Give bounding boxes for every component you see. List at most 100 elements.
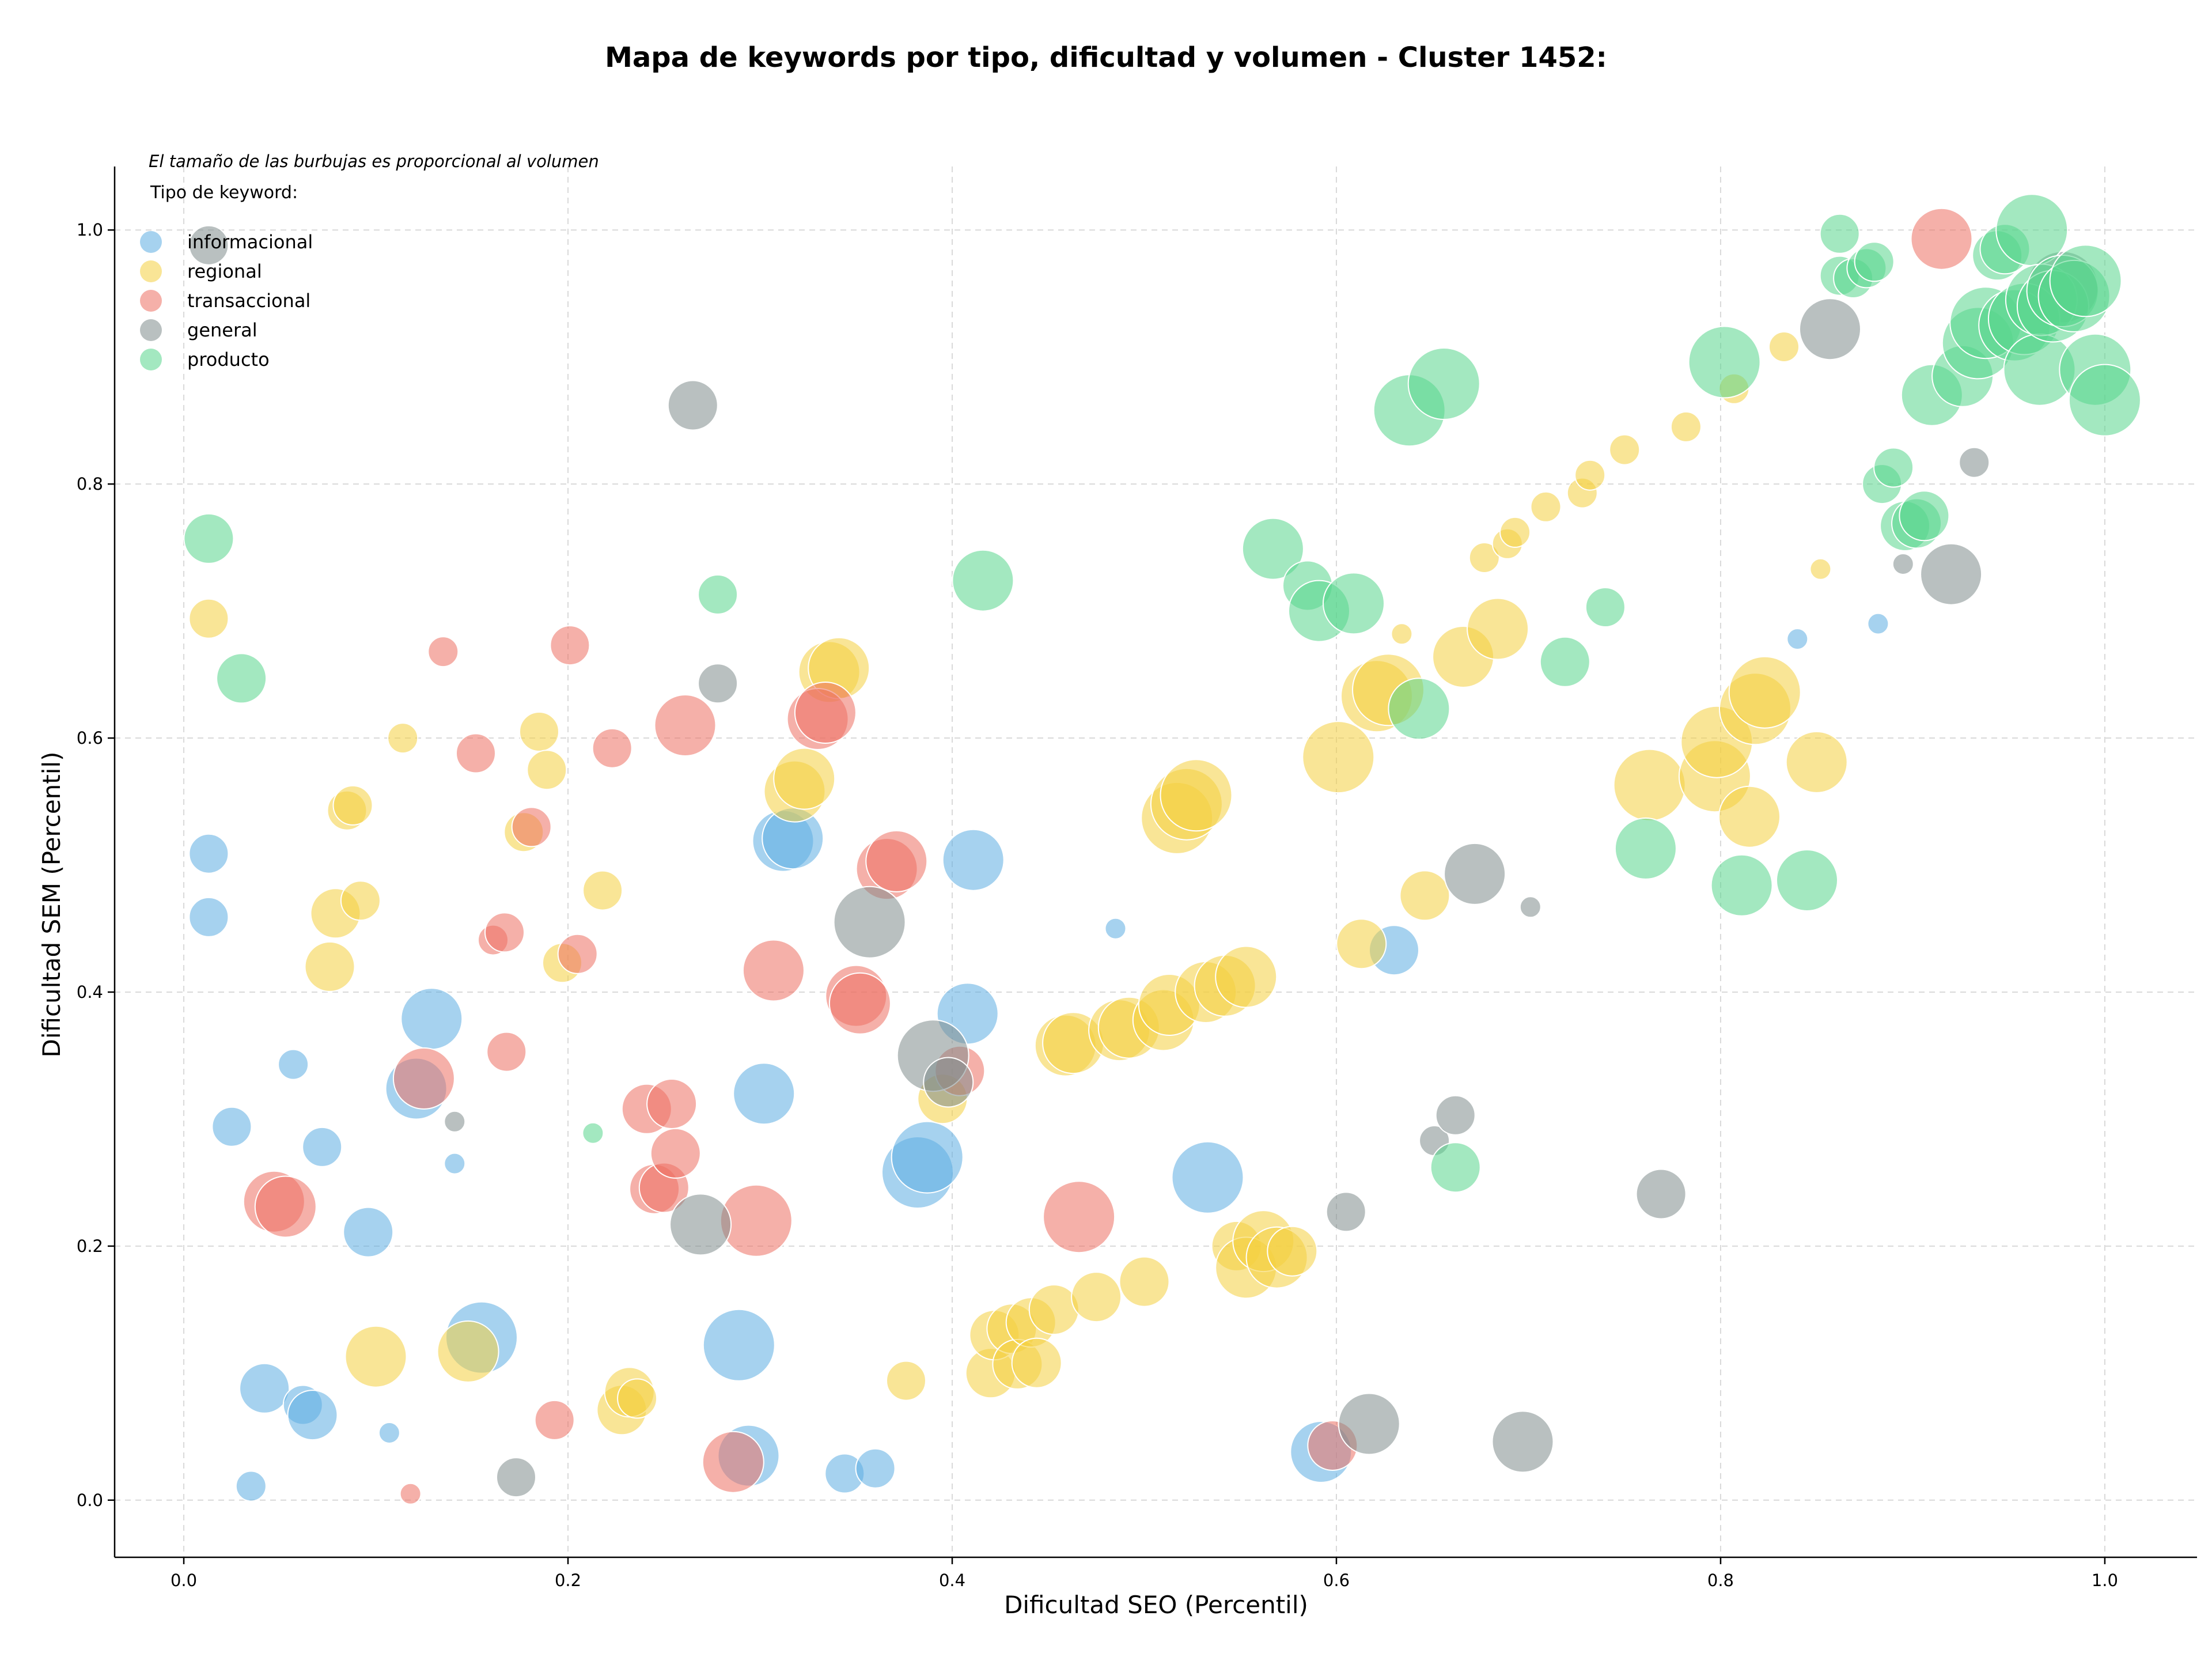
bubble-general (1892, 553, 1914, 575)
x-tick-label: 0.0 (171, 1571, 197, 1590)
bubble-regional (1530, 491, 1562, 523)
bubble-general (1338, 1393, 1400, 1455)
legend-label: informacional (187, 231, 313, 253)
legend-swatch (140, 349, 162, 370)
x-tick-label: 0.8 (1707, 1571, 1734, 1590)
legend-item-transaccional: transaccional (140, 290, 310, 312)
bubble-producto (1819, 213, 1860, 254)
legend-label: regional (187, 260, 262, 282)
bubble-regional (773, 747, 836, 810)
bubble-regional (617, 1378, 658, 1419)
bubble-general (1491, 1410, 1554, 1473)
bubble-informacional (278, 1049, 309, 1080)
bubble-regional (1785, 731, 1848, 793)
y-axis-label: Dificultad SEM (Percentil) (37, 752, 66, 1058)
legend-title: Tipo de keyword: (150, 183, 298, 203)
bubble-regional (340, 880, 381, 921)
bubble-general (1799, 298, 1861, 361)
bubble-regional (1768, 331, 1800, 362)
bubble-producto (1710, 854, 1773, 917)
bubble-general (698, 663, 738, 704)
bubble-transaccional (486, 1031, 527, 1072)
bubble-transaccional (392, 1047, 455, 1110)
bubble-informacional (444, 1152, 466, 1175)
bubble-producto (1585, 587, 1626, 627)
bubble-regional (1467, 597, 1529, 660)
bubble-general (1435, 1095, 1476, 1136)
bubble-general (667, 380, 718, 431)
bubble-informacional (188, 896, 229, 937)
x-tick-label: 0.4 (939, 1571, 965, 1590)
bubble-informacional (942, 828, 1005, 891)
bubble-producto (2049, 244, 2122, 317)
bubble-regional (1011, 1337, 1062, 1388)
bubble-regional (1302, 721, 1375, 794)
bubble-general (1959, 447, 1990, 478)
bubble-regional (188, 598, 229, 639)
bubble-regional (1336, 918, 1387, 970)
bubble-size-note: El tamaño de las burbujas es proporciona… (149, 152, 599, 171)
x-tick-label: 0.2 (555, 1571, 581, 1590)
bubble-informacional (343, 1206, 394, 1258)
bubble-producto (1241, 517, 1304, 580)
bubble-informacional (1171, 1141, 1244, 1214)
x-tick-label: 1.0 (2092, 1571, 2118, 1590)
bubble-regional (1728, 656, 1801, 729)
bubble-transaccional (828, 972, 891, 1035)
bubble-transaccional (1043, 1181, 1116, 1254)
bubble-informacional (891, 1121, 964, 1194)
bubble-regional (1670, 411, 1702, 442)
bubble-general (188, 225, 229, 266)
bubble-producto (1995, 194, 2069, 267)
bubble-informacional (211, 1106, 252, 1147)
bubble-regional (1468, 542, 1500, 573)
y-tick-label: 0.0 (77, 1490, 103, 1510)
bubble-informacional (1786, 628, 1809, 650)
bubble-regional (1267, 1225, 1318, 1277)
bubble-regional (387, 722, 419, 754)
bubble-producto (1388, 678, 1450, 740)
bubble-regional (1391, 623, 1413, 645)
bubble-transaccional (511, 807, 552, 847)
legend-item-informacional: informacional (140, 231, 313, 253)
bubble-producto (1899, 490, 1950, 542)
bubble-transaccional (650, 1127, 701, 1179)
bubble-producto (698, 574, 738, 615)
legend: Tipo de keyword: informacional regional tr… (140, 183, 313, 370)
bubble-regional (1399, 870, 1450, 921)
bubble-informacional (702, 1308, 775, 1382)
bubble-producto (216, 653, 267, 704)
axes (113, 167, 2197, 1558)
bubble-producto (582, 1122, 604, 1144)
bubble-transaccional (557, 933, 598, 974)
legend-label: transaccional (187, 290, 310, 312)
bubble-informacional (302, 1126, 343, 1167)
bubble-transaccional (702, 1431, 764, 1493)
bubble-producto (1430, 1142, 1481, 1193)
bubble-regional (886, 1360, 926, 1401)
bubble-informacional (287, 1390, 338, 1441)
bubble-regional (1609, 434, 1641, 466)
bubble-regional (1574, 459, 1606, 491)
bubble-informacional (1867, 612, 1889, 635)
series-transaccional (243, 207, 1973, 1505)
bubble-informacional (378, 1422, 400, 1444)
y-tick-label: 0.2 (77, 1236, 103, 1256)
y-tick-label: 1.0 (77, 220, 103, 240)
legend-label: producto (187, 349, 270, 370)
grid (115, 167, 2197, 1557)
bubble-producto (1776, 849, 1838, 911)
bubble-producto (1539, 636, 1590, 687)
bubble-general (1444, 842, 1506, 905)
bubble-producto (1854, 241, 1895, 282)
bubble-general (669, 1193, 732, 1256)
legend-swatch (140, 260, 162, 282)
bubble-regional (527, 750, 567, 790)
x-tick-label: 0.6 (1323, 1571, 1350, 1590)
bubble-transaccional (646, 1079, 698, 1129)
bubble-producto (1323, 572, 1385, 635)
bubble-general (833, 886, 906, 959)
bubble-general (1325, 1191, 1366, 1232)
bubble-regional (1160, 759, 1233, 832)
legend-swatch (140, 231, 162, 253)
